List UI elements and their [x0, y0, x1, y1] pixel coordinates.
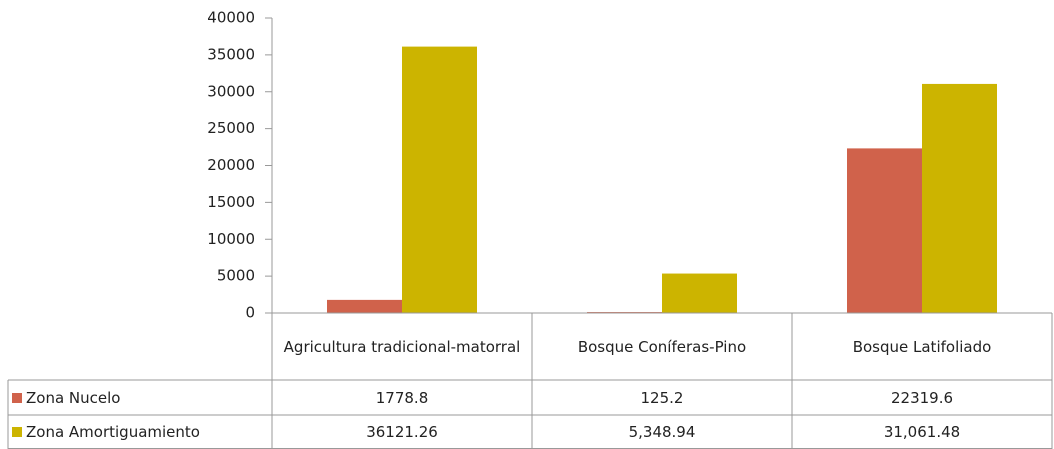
bar	[402, 46, 477, 313]
y-tick-label: 40000	[207, 9, 255, 27]
data-label: 125.2	[640, 388, 684, 407]
y-tick-label: 30000	[207, 82, 255, 100]
x-tick-label: Agricultura tradicional-matorral	[283, 337, 521, 356]
y-tick-label: 0	[245, 304, 255, 322]
legend-entry: Zona Amortiguamiento	[12, 415, 200, 449]
x-tick-label: Bosque Coníferas-Pino	[577, 337, 747, 356]
y-tick-label: 10000	[207, 230, 255, 248]
data-label: 31,061.48	[883, 423, 961, 441]
bar	[662, 273, 737, 313]
bar	[327, 299, 402, 313]
data-label: 36121.26	[366, 423, 438, 441]
bar	[847, 148, 922, 313]
legend-swatch	[12, 427, 22, 437]
legend-label: Zona Amortiguamiento	[26, 423, 200, 441]
y-tick-label: 35000	[207, 45, 255, 63]
y-tick-label: 25000	[207, 119, 255, 137]
x-tick-label: Bosque Latifoliado	[852, 337, 992, 356]
y-tick-label: 15000	[207, 193, 255, 211]
data-label: 5,348.94	[628, 423, 696, 441]
legend-entry: Zona Nucelo	[12, 380, 120, 415]
data-label: 22319.6	[890, 388, 954, 407]
legend-label: Zona Nucelo	[26, 388, 121, 407]
y-tick-label: 20000	[207, 156, 255, 174]
legend-swatch	[12, 392, 22, 403]
data-label: 1778.8	[375, 388, 429, 407]
y-tick-label: 5000	[217, 267, 255, 285]
bar	[922, 83, 997, 313]
